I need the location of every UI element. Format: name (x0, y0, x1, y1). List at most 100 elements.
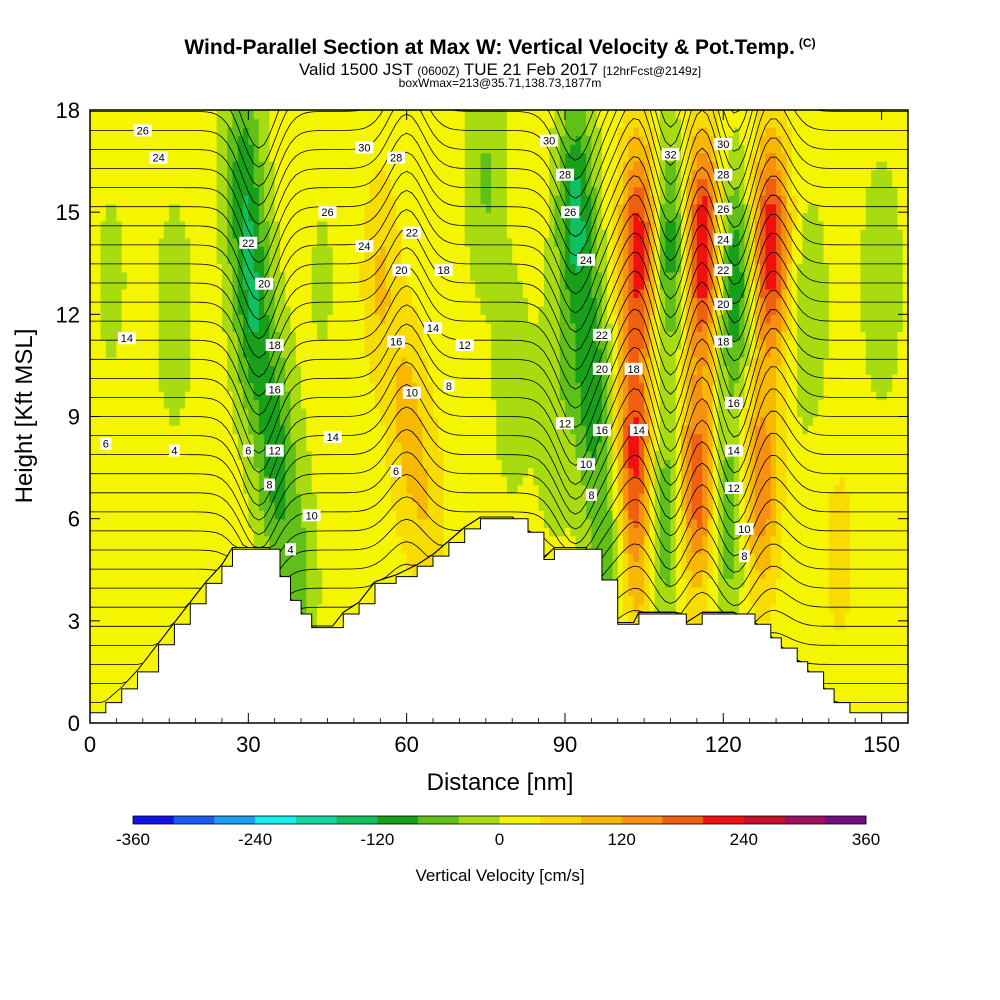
field-cell (148, 186, 155, 196)
field-cell (279, 203, 286, 213)
field-cell (179, 578, 186, 588)
field-cell (385, 416, 392, 426)
field-cell (316, 501, 323, 511)
field-cell (301, 407, 308, 418)
field-cell (206, 305, 213, 316)
field-cell (316, 220, 323, 230)
field-cell (433, 510, 440, 520)
field-cell (163, 331, 170, 341)
field-cell (153, 407, 160, 418)
field-cell (237, 297, 244, 307)
field-cell (100, 195, 107, 205)
field-cell (348, 288, 355, 298)
field-cell (311, 493, 318, 503)
field-cell (322, 416, 329, 426)
field-cell (443, 305, 450, 316)
field-cell (179, 459, 186, 469)
field-cell (137, 501, 144, 511)
field-cell (438, 118, 445, 128)
field-cell (295, 544, 302, 554)
field-cell (369, 229, 376, 239)
field-cell (126, 680, 133, 690)
field-cell (311, 382, 318, 392)
field-cell (433, 288, 440, 298)
field-cell (211, 527, 218, 537)
field-cell (274, 297, 281, 307)
field-cell (158, 322, 165, 333)
field-cell (237, 407, 244, 418)
field-cell (90, 186, 96, 196)
field-cell (411, 246, 418, 256)
field-cell (253, 144, 260, 154)
field-cell (422, 373, 429, 384)
field-cell (369, 552, 376, 562)
field-cell (322, 382, 329, 392)
field-cell (301, 493, 308, 503)
field-cell (322, 425, 329, 435)
field-cell (179, 339, 186, 350)
field-cell (327, 510, 334, 520)
field-cell (364, 118, 371, 128)
field-cell (401, 118, 408, 128)
field-cell (232, 220, 239, 230)
field-cell (253, 501, 260, 511)
field-cell (132, 407, 139, 418)
field-cell (206, 118, 213, 128)
field-cell (401, 450, 408, 460)
field-cell (206, 433, 213, 443)
field-cell (216, 135, 223, 145)
field-cell (369, 220, 376, 230)
field-cell (290, 305, 297, 316)
field-cell (264, 467, 271, 477)
field-cell (137, 110, 144, 120)
field-cell (290, 288, 297, 298)
field-cell (195, 535, 202, 545)
field-cell (448, 493, 455, 503)
field-cell (90, 476, 96, 486)
field-cell (95, 586, 102, 596)
field-cell (279, 544, 286, 554)
field-cell (311, 135, 318, 145)
field-cell (258, 314, 265, 324)
field-cell (111, 390, 118, 401)
field-cell (316, 356, 323, 367)
field-cell (380, 399, 387, 409)
field-cell (105, 254, 112, 264)
field-cell (348, 186, 355, 196)
field-cell (116, 229, 123, 239)
field-cell (285, 271, 292, 281)
field-cell (100, 450, 107, 460)
field-cell (200, 382, 207, 392)
field-cell (90, 671, 96, 682)
field-cell (200, 425, 207, 435)
field-cell (195, 552, 202, 562)
field-cell (343, 356, 350, 367)
field-cell (311, 518, 318, 528)
field-cell (190, 501, 197, 511)
field-cell (417, 331, 424, 341)
field-cell (211, 459, 218, 469)
field-cell (374, 127, 381, 137)
field-cell (195, 416, 202, 426)
field-cell (195, 280, 202, 290)
field-cell (174, 569, 181, 579)
field-cell (200, 365, 207, 375)
field-cell (132, 144, 139, 154)
field-cell (411, 373, 418, 384)
field-cell (353, 476, 360, 486)
field-cell (295, 288, 302, 298)
field-cell (443, 186, 450, 196)
field-cell (369, 476, 376, 486)
field-cell (401, 110, 408, 120)
field-cell (121, 527, 128, 537)
field-cell (132, 459, 139, 469)
field-cell (343, 271, 350, 281)
field-cell (206, 271, 213, 281)
field-cell (184, 280, 191, 290)
field-cell (111, 433, 118, 443)
field-cell (274, 373, 281, 384)
field-cell (301, 144, 308, 154)
field-cell (90, 442, 96, 452)
field-cell (285, 348, 292, 358)
field-cell (285, 450, 292, 460)
